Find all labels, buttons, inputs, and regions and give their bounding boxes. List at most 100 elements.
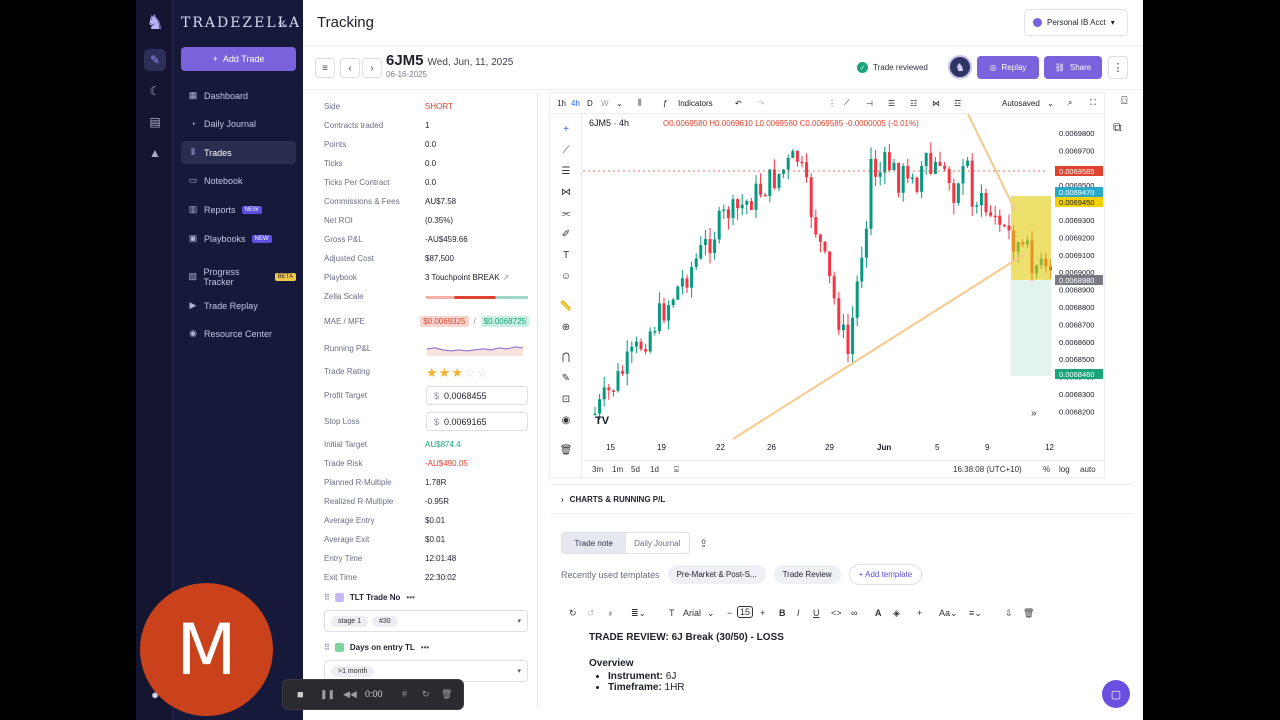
replay-button[interactable]: ◎ Replay <box>977 56 1039 79</box>
fib-icon[interactable]: ☷ <box>910 98 918 108</box>
trade-reviewed-toggle[interactable]: ✓ Trade reviewed <box>857 62 928 73</box>
font-family-select[interactable]: Arial <box>683 608 702 618</box>
text-case-icon[interactable]: Aa⌄ <box>939 608 958 618</box>
tag-chip[interactable]: #30 <box>371 615 398 627</box>
profit-target-input[interactable]: $0.0068455 <box>426 386 528 405</box>
eye-icon[interactable]: ◉ <box>561 415 571 426</box>
gann-icon[interactable]: ☲ <box>954 98 962 108</box>
pattern-icon[interactable]: ⋈ <box>932 98 940 108</box>
tab-trade-note[interactable]: Trade note <box>562 533 626 553</box>
prev-trade-button[interactable]: ‹ <box>340 58 360 78</box>
date-range-icon[interactable]: ⌸ <box>674 465 679 474</box>
insert-plus-icon[interactable]: + <box>917 608 923 618</box>
font-icon[interactable]: T <box>669 608 675 618</box>
charts-running-pnl-section[interactable]: › CHARTS & RUNNING P/L <box>549 484 1133 514</box>
redo-icon[interactable]: ↷ <box>758 98 765 108</box>
external-link-icon[interactable]: ⇗ <box>502 273 510 282</box>
share-out-icon[interactable]: ⇪ <box>699 538 709 550</box>
star-icon[interactable]: ★ <box>426 365 439 380</box>
restart-icon[interactable]: ↻ <box>422 689 430 699</box>
trash-icon[interactable]: 🗑 <box>1023 608 1035 618</box>
star-icon[interactable]: ★ <box>438 365 452 380</box>
user-icon[interactable]: ● <box>151 686 159 702</box>
rewind-icon[interactable]: ◀◀ <box>343 689 357 699</box>
logo-icon[interactable]: ♞ <box>146 12 164 34</box>
horizontal-line-icon[interactable]: ⊣ <box>866 98 873 108</box>
lock-icon[interactable]: ⊡ <box>561 394 571 405</box>
wallet-icon[interactable]: ▤ <box>149 115 161 129</box>
range-1m[interactable]: 1m <box>612 465 624 474</box>
collapse-sidebar-icon[interactable]: « <box>278 14 286 30</box>
text-icon[interactable]: T <box>562 250 570 261</box>
moon-icon[interactable]: ☾ <box>149 84 161 98</box>
star-icon[interactable]: ☆ <box>463 365 477 380</box>
redo-icon[interactable]: ↺ <box>587 608 595 618</box>
timeframe-1h[interactable]: 1h <box>557 98 566 108</box>
tag-select[interactable]: stage 1 #30 ▾ <box>324 610 528 632</box>
camera-icon[interactable]: ⌼ <box>1121 95 1128 107</box>
download-icon[interactable]: ⇩ <box>1005 608 1013 618</box>
drag-handle-icon[interactable]: ⠿ <box>324 593 330 602</box>
timeframe-d[interactable]: D <box>587 98 593 108</box>
academy-icon[interactable]: ▲ <box>149 146 161 160</box>
increase-font-icon[interactable]: + <box>760 608 766 618</box>
add-template-button[interactable]: + Add template <box>848 564 923 585</box>
user-avatar[interactable]: ♞ <box>948 55 972 79</box>
fib-icon[interactable]: ☰ <box>561 166 571 177</box>
chevron-down-icon[interactable]: ⌄ <box>1047 98 1054 108</box>
auto-toggle[interactable]: auto <box>1080 465 1096 474</box>
menu-icon[interactable]: ≡ <box>315 58 335 78</box>
range-5d[interactable]: 5d <box>631 465 640 474</box>
magnet-icon[interactable]: ⋂ <box>561 352 571 363</box>
zoom-in-icon[interactable]: ⊕ <box>561 322 571 333</box>
drag-handle-icon[interactable]: ⠿ <box>324 643 330 652</box>
grid-icon[interactable]: # <box>402 689 408 699</box>
sidebar-item-resource-center[interactable]: ◉ Resource Center <box>181 322 296 345</box>
trash-icon[interactable]: 🗑 <box>559 445 573 456</box>
pattern-icon[interactable]: ⋈ <box>561 187 571 198</box>
next-trade-button[interactable]: › <box>362 58 382 78</box>
trade-rating-stars[interactable]: ★★★☆☆ <box>426 365 489 381</box>
scroll-right-icon[interactable]: » <box>1031 408 1037 419</box>
range-1d[interactable]: 1d <box>650 465 659 474</box>
undo-icon[interactable]: ↻ <box>569 608 577 618</box>
chat-support-icon[interactable]: ▢ <box>1102 680 1130 708</box>
more-icon[interactable]: ••• <box>406 593 415 602</box>
fullscreen-icon[interactable]: ⛶ <box>1090 98 1096 107</box>
stop-loss-input[interactable]: $0.0069165 <box>426 412 528 431</box>
autosaved-label[interactable]: Autosaved <box>1002 98 1040 108</box>
brush-icon[interactable]: ✐ <box>561 229 571 240</box>
projection-icon[interactable]: ⫘ <box>561 208 571 219</box>
italic-icon[interactable]: I <box>797 608 800 618</box>
sidebar-item-trades[interactable]: ⫴ Trades <box>181 141 296 164</box>
emoji-icon[interactable]: ☺ <box>560 271 572 282</box>
account-selector[interactable]: Personal IB Acct ▾ <box>1024 9 1128 36</box>
crosshair-icon[interactable]: + <box>563 124 569 135</box>
more-icon[interactable]: ••• <box>420 643 430 652</box>
more-options-icon[interactable]: ⋮ <box>1108 56 1128 79</box>
template-chip[interactable]: Trade Review <box>773 565 841 584</box>
journal-icon[interactable]: ✎ <box>144 49 166 71</box>
playbook-link[interactable]: 3 Touchpoint BREAK <box>425 273 500 282</box>
chevron-down-icon[interactable]: ⌄ <box>616 98 623 108</box>
template-chip[interactable]: Pre-Market & Post-S... <box>667 565 766 584</box>
ruler-icon[interactable]: 📏 <box>559 301 573 312</box>
indicators-button[interactable]: Indicators <box>678 98 713 108</box>
underline-icon[interactable]: U <box>813 608 820 618</box>
sidebar-item-trade-replay[interactable]: ▶ Trade Replay <box>181 294 296 317</box>
star-icon[interactable]: ★ <box>451 365 464 380</box>
star-icon[interactable]: ☆ <box>476 365 490 380</box>
timeframe-4h[interactable]: 4h <box>571 98 580 108</box>
bold-icon[interactable]: B <box>779 608 786 618</box>
trendline-icon[interactable]: ⟋ <box>844 98 850 107</box>
sidebar-item-playbooks[interactable]: ▣ Playbooks NEW <box>181 227 296 250</box>
indicators-icon[interactable]: ƒ <box>663 98 668 108</box>
percent-toggle[interactable]: % <box>1043 465 1051 474</box>
font-size-input[interactable]: 15 <box>737 606 754 618</box>
paint-format-icon[interactable]: ♁ <box>607 608 614 618</box>
drag-handle-icon[interactable]: ⋮ <box>828 98 836 108</box>
candle-type-icon[interactable]: ⫼ <box>638 98 642 107</box>
code-icon[interactable]: <> <box>831 608 842 618</box>
note-document[interactable]: TRADE REVIEW: 6J Break (30/50) - LOSS Ov… <box>589 632 1109 693</box>
chevron-down-icon[interactable]: ⌄ <box>707 608 715 618</box>
